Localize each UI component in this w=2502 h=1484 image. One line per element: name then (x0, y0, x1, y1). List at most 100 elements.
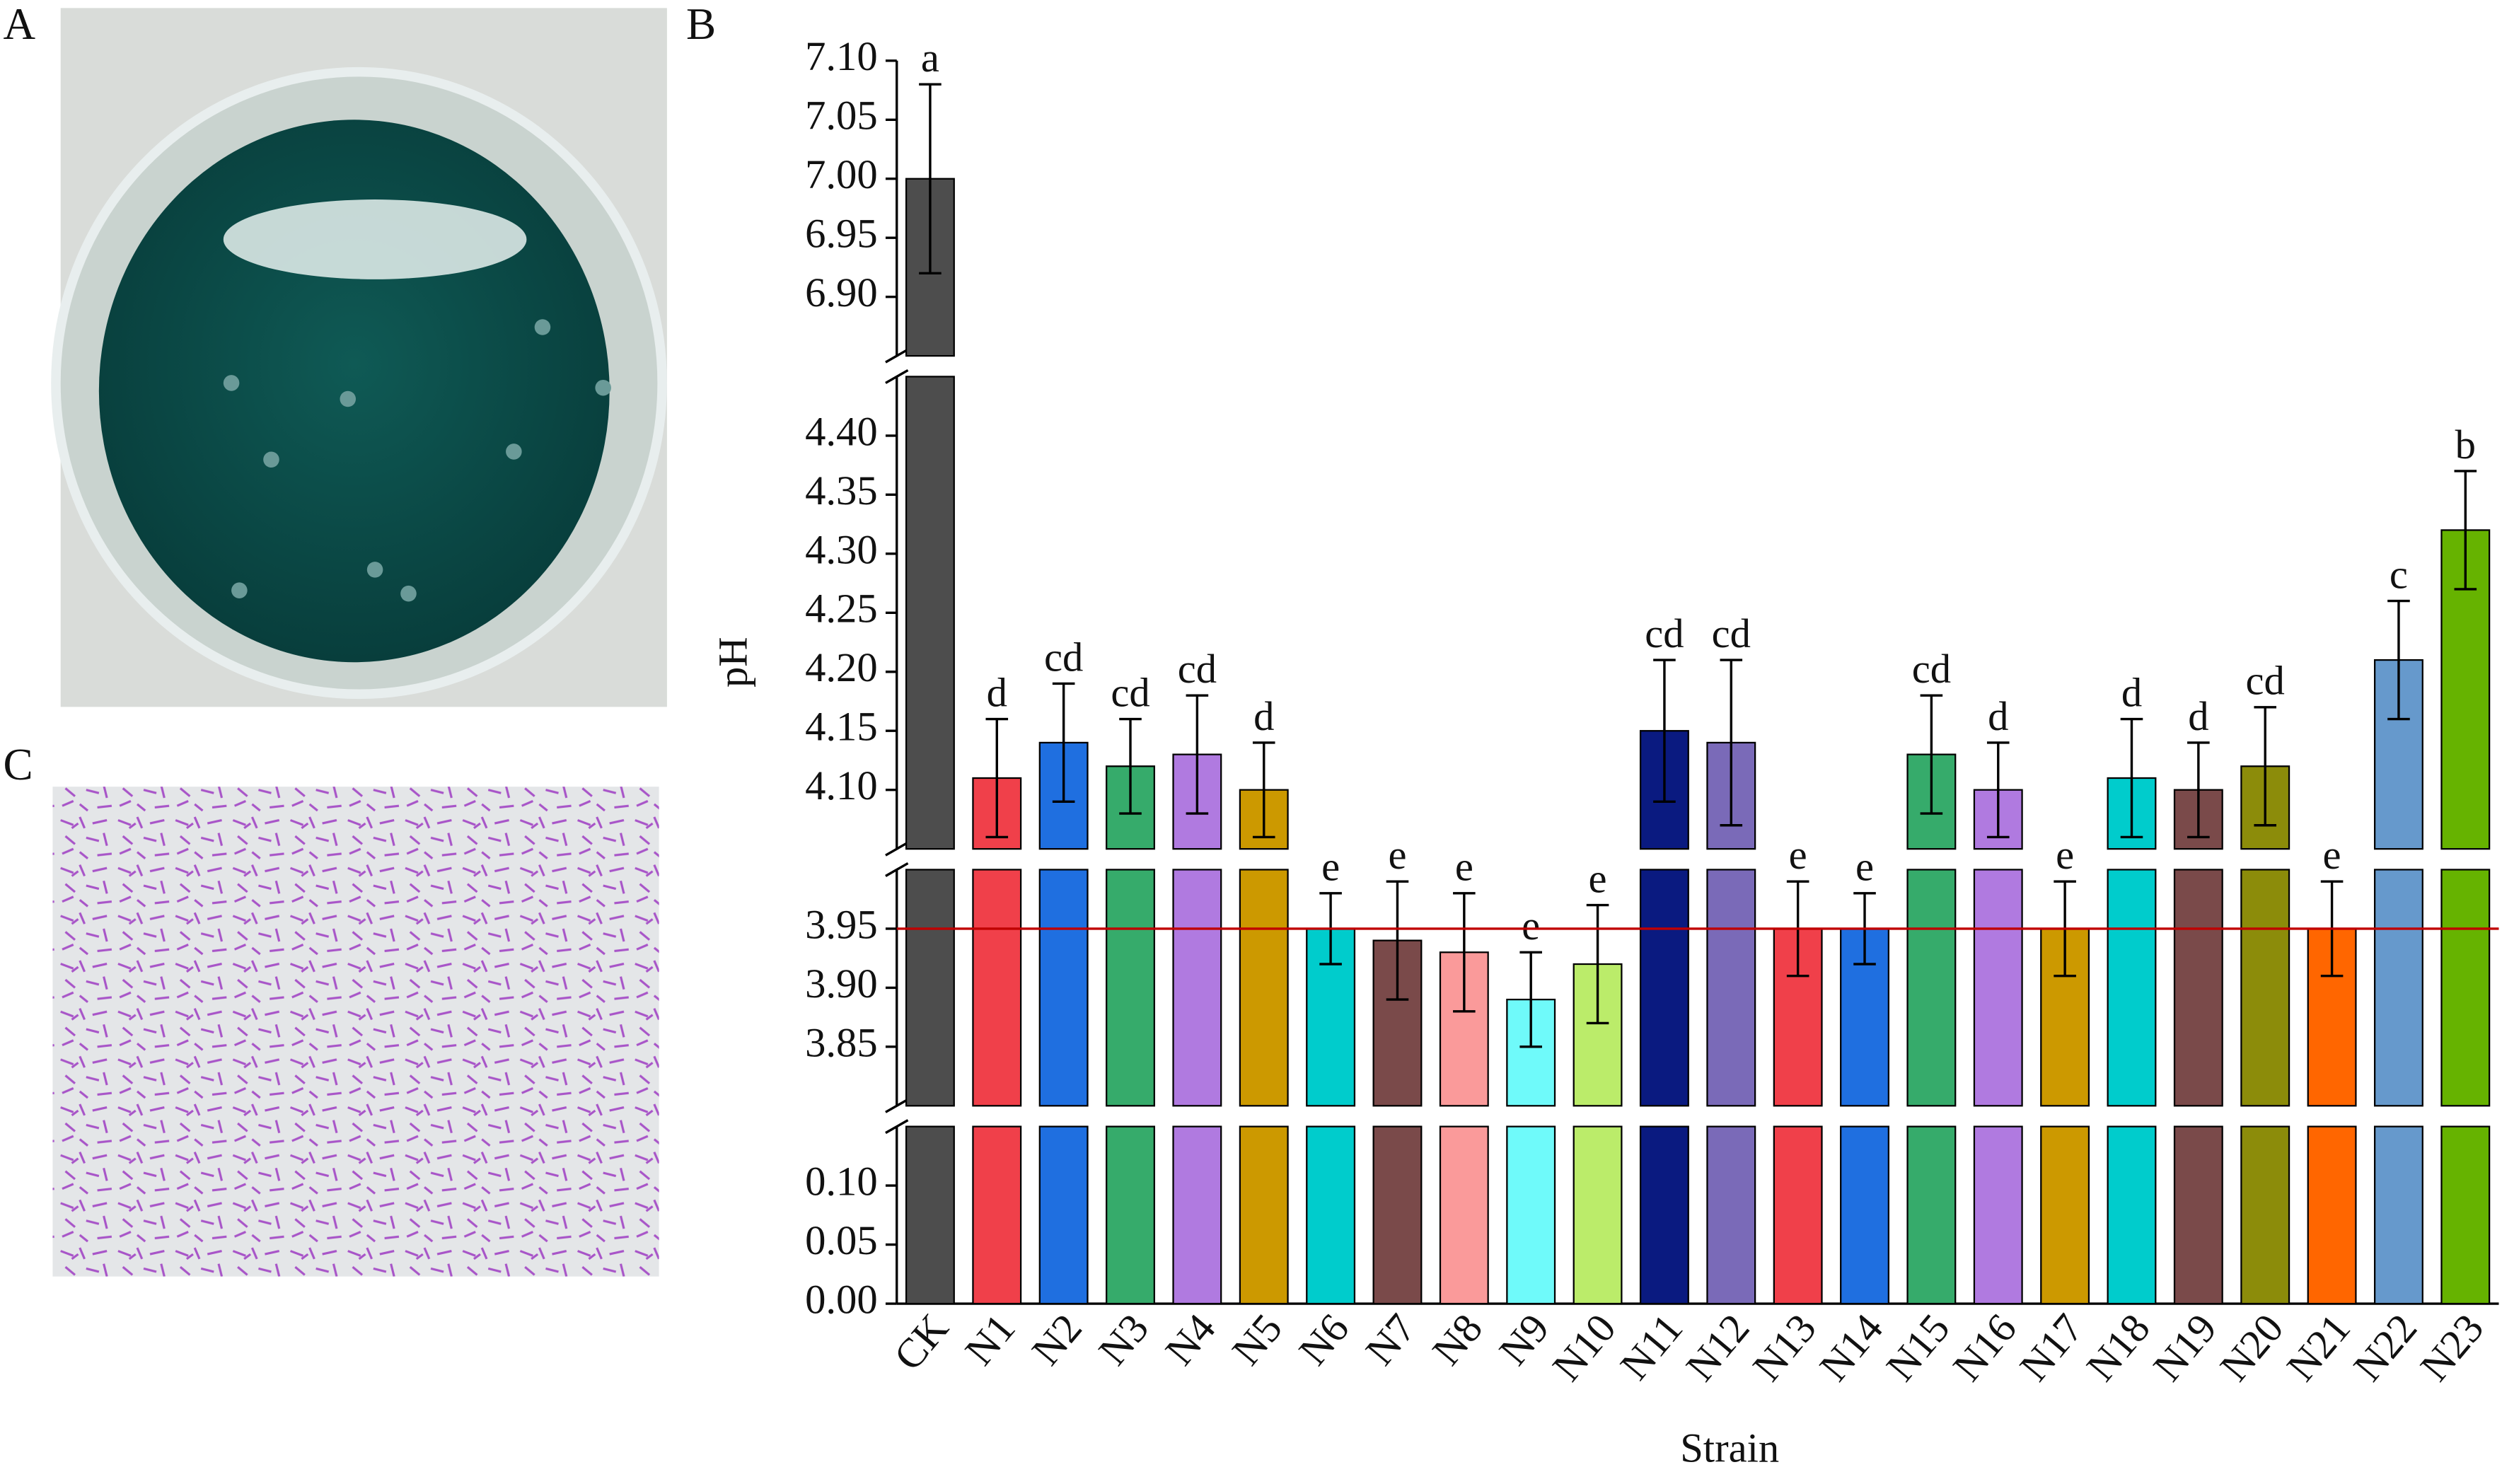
bar (1439, 1125, 1489, 1305)
bar (2107, 869, 2157, 1107)
bar (1773, 1125, 1823, 1305)
bar (2173, 1125, 2223, 1305)
x-tick-label: CK (885, 1305, 957, 1379)
bar (1639, 1125, 1689, 1305)
bar (1840, 1125, 1889, 1305)
x-tick-label: N1 (956, 1305, 1024, 1374)
y-tick-label: 4.25 (805, 586, 878, 632)
error-bar (2187, 741, 2210, 839)
significance-letter: e (2056, 832, 2074, 878)
x-tick-label: N8 (1423, 1305, 1491, 1374)
bar (1906, 1125, 1957, 1305)
axis-break (885, 369, 909, 384)
bar (1038, 1125, 1089, 1305)
bar (2240, 869, 2290, 1107)
x-tick-label: N13 (1744, 1305, 1825, 1389)
significance-letter: d (2121, 669, 2142, 715)
x-tick-label: N21 (2278, 1305, 2359, 1389)
significance-letter: e (1789, 832, 1807, 878)
x-tick-label: N20 (2211, 1305, 2293, 1389)
error-bar (1453, 892, 1476, 1013)
significance-letter: a (921, 35, 939, 81)
y-tick-label: 0.05 (805, 1217, 878, 1263)
y-tick-label: 4.30 (805, 526, 878, 572)
significance-letter: c (2390, 551, 2408, 597)
x-tick-label: N16 (1944, 1305, 2025, 1389)
error-bar (1386, 880, 1409, 1001)
x-tick-label: N18 (2078, 1305, 2159, 1389)
bar (1973, 869, 2023, 1107)
error-bar (2387, 599, 2410, 721)
x-tick-label: N14 (1811, 1305, 1892, 1389)
error-bar (2254, 706, 2276, 827)
error-bar (1519, 951, 1542, 1048)
error-bar (1119, 717, 1142, 815)
axis-break (885, 841, 909, 857)
bar (2040, 1125, 2090, 1305)
bar (905, 376, 955, 850)
significance-letter: e (1321, 844, 1340, 890)
x-tick-label: N22 (2345, 1305, 2426, 1389)
bar (1239, 1125, 1289, 1305)
significance-letter: b (2455, 422, 2476, 468)
axis-break (885, 1119, 909, 1135)
significance-letter: e (1855, 844, 1874, 890)
error-bar (1186, 694, 1209, 815)
bar (972, 869, 1022, 1107)
bar (905, 1125, 955, 1305)
significance-letter: e (2323, 832, 2341, 878)
y-tick-label: 6.90 (805, 269, 878, 315)
error-bar (1052, 682, 1075, 804)
y-axis-title: pH (710, 637, 756, 688)
x-tick-label: N11 (1611, 1305, 1691, 1388)
error-bar (1586, 903, 1609, 1025)
x-axis-title: Strain (1680, 1425, 1779, 1471)
bar (2240, 1125, 2290, 1305)
significance-letter: cd (1178, 646, 1217, 692)
x-tick-label: N3 (1089, 1305, 1157, 1374)
y-tick-label: 4.10 (805, 763, 878, 808)
x-tick-label: N19 (2144, 1305, 2225, 1389)
panel-label: B (686, 0, 716, 49)
x-tick-label: N7 (1357, 1305, 1425, 1374)
significance-letter: e (1522, 903, 1540, 949)
y-tick-label: 0.10 (805, 1159, 878, 1205)
error-bar (919, 83, 942, 274)
bar (1172, 1125, 1222, 1305)
significance-letter: cd (1645, 610, 1684, 656)
error-bar (1986, 741, 2010, 839)
y-tick-label: 0.00 (805, 1276, 878, 1322)
y-tick-label: 7.05 (805, 93, 878, 139)
y-tick-label: 4.40 (805, 408, 878, 454)
bar (1840, 927, 1889, 1107)
y-tick-label: 4.20 (805, 644, 878, 690)
bar (1172, 869, 1222, 1107)
bar (1573, 1125, 1623, 1305)
bar (1106, 869, 1155, 1107)
bar (1973, 1125, 2023, 1305)
micrograph (52, 787, 659, 1277)
panel-label: C (4, 740, 33, 789)
error-bar (985, 717, 1009, 839)
error-bar (1252, 741, 1275, 839)
y-tick-label: 7.00 (805, 151, 878, 197)
x-tick-label: N2 (1023, 1305, 1091, 1374)
error-bar (1920, 694, 1943, 815)
y-tick-label: 4.15 (805, 704, 878, 750)
y-tick-label: 3.90 (805, 961, 878, 1007)
bar (2373, 1125, 2423, 1305)
significance-letter: cd (1712, 610, 1751, 656)
significance-letter: e (1388, 832, 1406, 878)
bar (2173, 869, 2223, 1107)
bar (972, 1125, 1022, 1305)
significance-letter: d (2188, 693, 2208, 739)
bar (1706, 1125, 1756, 1305)
bar (2440, 1125, 2491, 1305)
x-tick-label: N23 (2411, 1305, 2493, 1389)
bar (2307, 1125, 2357, 1305)
y-tick-label: 3.95 (805, 901, 878, 947)
bar (1106, 1125, 1155, 1305)
error-bar (2454, 470, 2477, 591)
bar (1372, 1125, 1423, 1305)
